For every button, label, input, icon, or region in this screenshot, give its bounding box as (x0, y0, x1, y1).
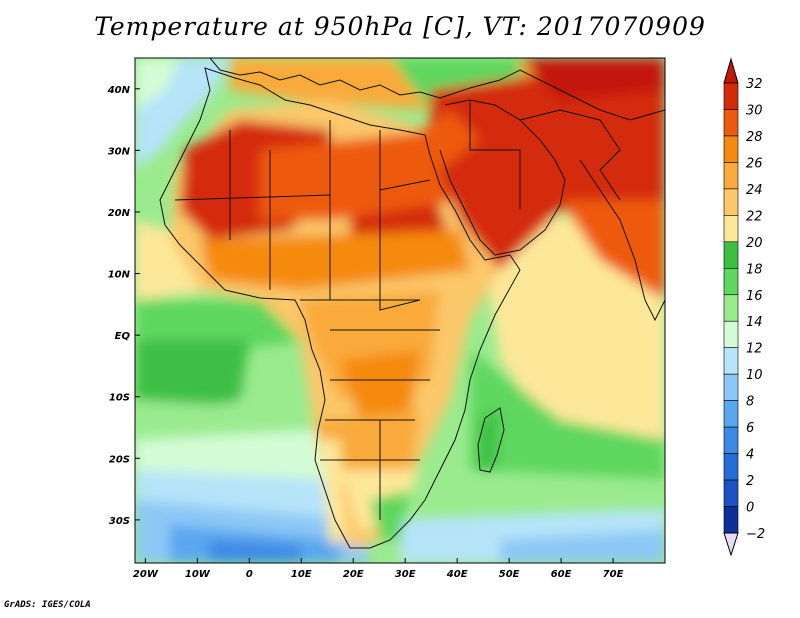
colorbar-level-label: 8 (746, 395, 754, 410)
colorbar-level-label: 16 (746, 289, 763, 304)
colorbar-swatch (723, 479, 739, 507)
europe-coastline (209, 58, 665, 121)
colorbar-bottom-arrow (723, 532, 739, 557)
colorbar-level-label: 22 (746, 209, 763, 224)
colorbar-swatch (723, 294, 739, 322)
plot-frame (134, 57, 666, 564)
lon-tick-label: 30E (395, 569, 416, 580)
colorbar-level-label: 28 (746, 130, 763, 145)
temperature-field (135, 58, 665, 563)
africa-coastline (159, 67, 521, 549)
colorbar-level-label: 30 (746, 103, 763, 118)
lon-tick-label: 20E (343, 569, 364, 580)
lat-tick-label: 30S (109, 516, 130, 527)
grads-credit: GrADS: IGES/COLA (4, 600, 91, 610)
map-title: Temperature at 950hPa [C], VT: 201707090… (94, 12, 706, 41)
colorbar-level-label: 14 (746, 315, 763, 330)
lat-tick-label: 10N (108, 270, 131, 281)
colorbar-swatch (723, 188, 739, 216)
colorbar-level-label: −2 (746, 527, 765, 542)
lat-tick-label: 10S (109, 393, 130, 404)
colorbar-swatch (723, 453, 739, 481)
lon-tick-label: 10W (185, 569, 211, 580)
colorbar-swatch (723, 135, 739, 163)
colorbar-swatch (723, 320, 739, 349)
lon-tick-label: 20W (133, 569, 159, 580)
colorbar-swatch (723, 241, 739, 269)
colorbar-level-label: 32 (746, 77, 763, 92)
colorbar-swatch (723, 215, 739, 243)
lon-tick-label: 10E (291, 569, 312, 580)
lat-tick-label: 20S (109, 454, 130, 465)
colorbar-level-label: 12 (746, 342, 763, 357)
colorbar-level-label: 24 (746, 183, 763, 198)
colorbar-swatch (723, 506, 739, 534)
lon-tick-label: 40E (446, 569, 468, 580)
colorbar-swatch (723, 109, 739, 137)
colorbar-swatch (723, 267, 739, 296)
arabia-coastline (439, 99, 566, 256)
colorbar-swatch (723, 162, 739, 190)
africa-borders (174, 120, 440, 520)
colorbar-swatch (723, 82, 739, 110)
lat-tick-label: 30N (108, 146, 131, 157)
lon-tick-label: 50E (499, 569, 520, 580)
colorbar-level-label: 10 (746, 368, 763, 383)
colorbar-level-label: 2 (746, 474, 754, 489)
lat-tick-label: 20N (108, 208, 131, 219)
colorbar-swatch (723, 400, 739, 428)
colorbar-swatch (723, 373, 739, 401)
lat-tick-label: EQ (115, 331, 131, 342)
colorbar-swatch (723, 347, 739, 375)
colorbar-level-label: 4 (746, 448, 754, 463)
lon-tick-label: 70E (603, 569, 624, 580)
lon-tick-label: 0 (246, 569, 253, 580)
india-coastline (579, 159, 665, 322)
coastlines-and-borders (159, 58, 665, 549)
colorbar-level-label: 18 (746, 262, 763, 277)
middle-east-borders (469, 100, 621, 210)
colorbar-swatch (723, 426, 739, 454)
longitude-axis: 20W 10W 0 10E 20E 30E 40E 50E 60E 70E (133, 558, 624, 580)
colorbar-level-label: 26 (746, 156, 763, 171)
colorbar-level-label: 0 (746, 501, 754, 516)
lat-tick-label: 40N (107, 85, 131, 96)
colorbar-level-label: 6 (746, 421, 754, 436)
latitude-axis: 40N 30N 20N 10N EQ 10S 20S 30S (107, 85, 140, 527)
colorbar-top-arrow (723, 57, 739, 84)
madagascar-outline (477, 407, 505, 473)
colorbar-level-label: 20 (746, 236, 763, 251)
lon-tick-label: 60E (551, 569, 572, 580)
